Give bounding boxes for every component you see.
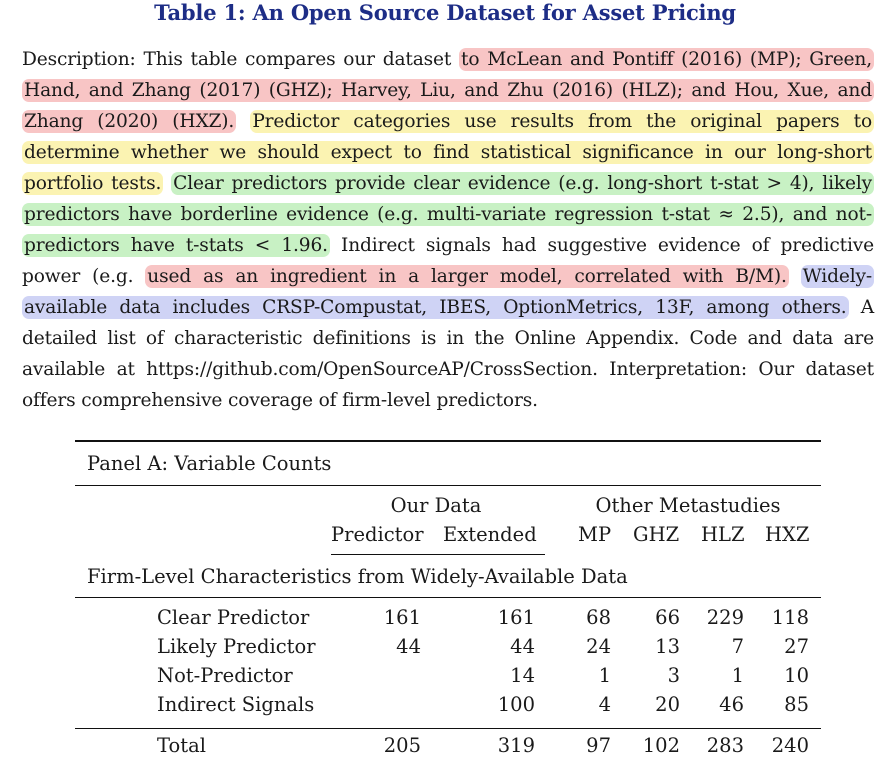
row-label: Not-Predictor bbox=[157, 664, 293, 687]
group-header-other-metastudies: Other Metastudies bbox=[595, 494, 781, 517]
cell-mp: 1 bbox=[598, 664, 611, 687]
cell-hxz: 27 bbox=[784, 635, 809, 658]
cell-mp: 4 bbox=[598, 693, 611, 716]
our-data-rule bbox=[331, 554, 545, 555]
cell-predictor: 161 bbox=[383, 606, 421, 629]
row-label: Clear Predictor bbox=[157, 606, 310, 629]
row-label: Likely Predictor bbox=[157, 635, 316, 658]
column-header-hxz: HXZ bbox=[765, 523, 810, 546]
description-lead: Description: This table compares our dat… bbox=[22, 49, 460, 70]
total-rule bbox=[75, 728, 821, 729]
cell-ghz: 13 bbox=[655, 635, 680, 658]
cell-hlz: 7 bbox=[731, 635, 744, 658]
column-header-mp: MP bbox=[578, 523, 612, 546]
cell-extended: 44 bbox=[510, 635, 535, 658]
cell-extended: 100 bbox=[497, 693, 535, 716]
highlight-indirect-examples: used as an ingredient in a larger model,… bbox=[145, 265, 789, 288]
total-mp: 97 bbox=[586, 734, 611, 757]
cell-ghz: 66 bbox=[655, 606, 680, 629]
cell-mp: 24 bbox=[586, 635, 611, 658]
cell-predictor: 44 bbox=[396, 635, 421, 658]
table-description: Description: This table compares our dat… bbox=[22, 44, 874, 416]
description-gap bbox=[789, 266, 801, 287]
description-middle: Indirect signals had suggestive evidence… bbox=[22, 235, 874, 287]
cell-ghz: 3 bbox=[667, 664, 680, 687]
table-top-rule bbox=[75, 440, 821, 442]
row-label: Indirect Signals bbox=[157, 693, 315, 716]
cell-extended: 14 bbox=[510, 664, 535, 687]
total-ghz: 102 bbox=[642, 734, 680, 757]
total-extended: 319 bbox=[497, 734, 535, 757]
group-header-our-data: Our Data bbox=[390, 494, 482, 517]
description-gap bbox=[163, 173, 171, 194]
panel-title: Panel A: Variable Counts bbox=[87, 452, 332, 475]
table-title: Table 1: An Open Source Dataset for Asse… bbox=[154, 0, 736, 25]
cell-ghz: 20 bbox=[655, 693, 680, 716]
cell-hxz: 118 bbox=[771, 606, 809, 629]
cell-hlz: 229 bbox=[706, 606, 744, 629]
cell-hxz: 10 bbox=[784, 664, 809, 687]
cell-hxz: 85 bbox=[784, 693, 809, 716]
description-gap bbox=[236, 111, 250, 132]
total-hlz: 283 bbox=[706, 734, 744, 757]
total-predictor: 205 bbox=[383, 734, 421, 757]
total-label: Total bbox=[157, 734, 206, 757]
column-header-ghz: GHZ bbox=[633, 523, 680, 546]
cell-mp: 68 bbox=[586, 606, 611, 629]
column-header-extended: Extended bbox=[443, 523, 537, 546]
section-title: Firm-Level Characteristics from Widely-A… bbox=[87, 565, 628, 588]
column-header-predictor: Predictor bbox=[331, 523, 424, 546]
cell-hlz: 1 bbox=[731, 664, 744, 687]
description-tail: A detailed list of characteristic defini… bbox=[22, 297, 874, 411]
panel-rule bbox=[75, 485, 821, 486]
cell-extended: 161 bbox=[497, 606, 535, 629]
section-rule bbox=[75, 597, 821, 598]
total-hxz: 240 bbox=[771, 734, 809, 757]
cell-hlz: 46 bbox=[719, 693, 744, 716]
column-header-hlz: HLZ bbox=[701, 523, 745, 546]
